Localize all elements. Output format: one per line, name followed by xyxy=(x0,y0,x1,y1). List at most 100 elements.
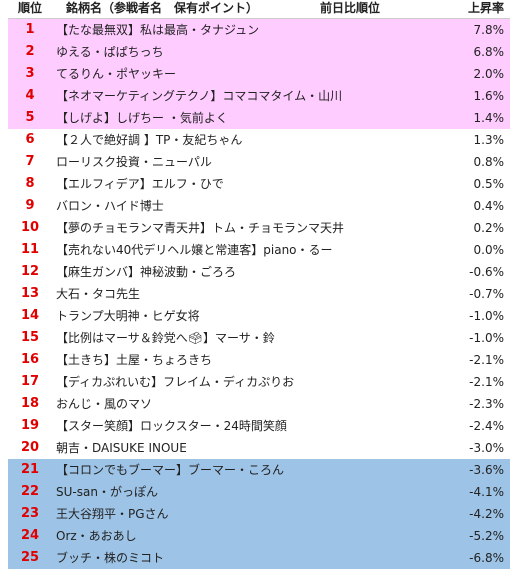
table-row: 18 おんじ・風のマソ -2.3% xyxy=(8,393,510,415)
stock-name: ゆえる・ぱぱちっち xyxy=(56,45,164,59)
rank: 10 xyxy=(20,220,40,235)
rank: 12 xyxy=(20,264,40,279)
stock-name: 大石・タコ先生 xyxy=(56,287,141,301)
rise-rate: 7.8% xyxy=(473,23,505,37)
header-cell: 銘柄名（参戦者名 保有ポイント） xyxy=(66,1,259,15)
stock-name: SU-san・がっぽん xyxy=(56,485,158,499)
rise-rate: 0.2% xyxy=(473,221,505,235)
stock-name: 王大谷翔平・PGさん xyxy=(56,507,169,521)
rank: 2 xyxy=(25,44,35,59)
table-row: 12 【麻生ガンバ】神秘波動・ごろろ -0.6% xyxy=(8,261,510,283)
table-row: 19 【スター笑顔】ロックスター・24時間笑顔 -2.4% xyxy=(8,415,510,437)
stock-name: ブッチ・株のミコト xyxy=(56,551,165,565)
rise-rate: -4.1% xyxy=(469,485,504,499)
table-row: 8 【エルフィデア】エルフ・ひで 0.5% xyxy=(8,173,510,195)
stock-name: 【２人で絶好調 】TP・友紀ちゃん xyxy=(56,133,243,147)
rise-rate: 1.6% xyxy=(473,89,505,103)
table-row: 3 てるりん・ポヤッキー 2.0% xyxy=(8,63,510,85)
table-row: 13 大石・タコ先生 -0.7% xyxy=(8,283,510,305)
header-cell: 前日比順位 xyxy=(320,1,381,15)
rise-rate: -2.4% xyxy=(469,419,504,433)
rank: 19 xyxy=(20,418,40,433)
table-row: 25 ブッチ・株のミコト -6.8% xyxy=(8,547,510,569)
rise-rate: -2.3% xyxy=(469,397,504,411)
table-row: 21 【コロンでもブーマー】ブーマー・ころん -3.6% xyxy=(8,459,510,481)
stock-name: 【ディカぷれいむ】フレイム・ディカぷりお xyxy=(56,375,295,389)
stock-name: てるりん・ポヤッキー xyxy=(56,67,177,81)
rank: 5 xyxy=(25,110,35,125)
rank: 14 xyxy=(20,308,40,323)
rank: 15 xyxy=(20,330,40,345)
table-row: 23 王大谷翔平・PGさん -4.2% xyxy=(8,503,510,525)
rise-rate: 0.5% xyxy=(473,177,505,191)
rise-rate: -2.1% xyxy=(469,375,504,389)
rank: 7 xyxy=(25,154,35,169)
table-row: 10 【夢のチョモランマ青天井】トム・チョモランマ天井 0.2% xyxy=(8,217,510,239)
table-row: 7 ローリスク投資・ニューパル 0.8% xyxy=(8,151,510,173)
table-row: 5 【しげよ】しげちー ・気前よく 1.4% xyxy=(8,107,510,129)
stock-name: 【麻生ガンバ】神秘波動・ごろろ xyxy=(56,265,237,279)
table-row: 17 【ディカぷれいむ】フレイム・ディカぷりお -2.1% xyxy=(8,371,510,393)
stock-name: 【夢のチョモランマ青天井】トム・チョモランマ天井 xyxy=(56,221,345,235)
stock-name: 【たな最無双】私は最高・タナジュン xyxy=(56,23,260,37)
rise-rate: -3.0% xyxy=(469,441,504,455)
rise-rate: -0.6% xyxy=(469,265,504,279)
rank: 22 xyxy=(20,484,40,499)
table-row: 14 トランプ大明神・ヒゲ女将 -1.0% xyxy=(8,305,510,327)
rank: 17 xyxy=(20,374,40,389)
rank: 13 xyxy=(20,286,40,301)
table-row: 4 【ネオマーケティングテクノ】コマコマタイム・山川 1.6% xyxy=(8,85,510,107)
rank: 25 xyxy=(20,550,40,565)
rise-rate: 0.8% xyxy=(473,155,505,169)
rank: 18 xyxy=(20,396,40,411)
rise-rate: 1.3% xyxy=(473,133,505,147)
rank: 4 xyxy=(25,88,35,103)
header-row: 順位 銘柄名（参戦者名 保有ポイント） 前日比順位 上昇率 xyxy=(8,0,510,19)
rise-rate: -1.0% xyxy=(469,309,504,323)
rise-rate: -1.0% xyxy=(469,331,504,345)
rise-rate: -4.2% xyxy=(469,507,504,521)
rank: 24 xyxy=(20,528,40,543)
rank: 20 xyxy=(20,440,40,455)
table-row: 9 バロン・ハイド博士 0.4% xyxy=(8,195,510,217)
stock-name: トランプ大明神・ヒゲ女将 xyxy=(56,309,200,323)
table-row: 2 ゆえる・ぱぱちっち 6.8% xyxy=(8,41,510,63)
rise-rate: 2.0% xyxy=(473,67,505,81)
stock-name: バロン・ハイド博士 xyxy=(56,199,164,213)
stock-name: 【ネオマーケティングテクノ】コマコマタイム・山川 xyxy=(56,89,343,103)
rank: 1 xyxy=(25,22,35,37)
rank: 23 xyxy=(20,506,40,521)
rise-rate: 0.4% xyxy=(473,199,505,213)
table-row: 6 【２人で絶好調 】TP・友紀ちゃん 1.3% xyxy=(8,129,510,151)
rank: 21 xyxy=(20,462,40,477)
table-row: 15 【比例はマーサ＆鈴党へ🗳】マーサ・鈴 -1.0% xyxy=(8,327,510,349)
rise-rate: 1.4% xyxy=(473,111,505,125)
header-cell: 順位 xyxy=(17,1,42,15)
stock-name: 【土きち】土屋・ちょろきち xyxy=(56,353,213,367)
rise-rate: 0.0% xyxy=(473,243,505,257)
rank: 16 xyxy=(20,352,40,367)
table-row: 24 Orz・あおあし -5.2% xyxy=(8,525,510,547)
ranking-table: 順位 銘柄名（参戦者名 保有ポイント） 前日比順位 上昇率 1 【たな最無双】私は… xyxy=(8,0,510,569)
stock-name: 【比例はマーサ＆鈴党へ🗳】マーサ・鈴 xyxy=(56,331,275,345)
stock-name: Orz・あおあし xyxy=(56,529,137,543)
stock-name: 【しげよ】しげちー ・気前よく xyxy=(56,111,228,125)
table-row: 16 【土きち】土屋・ちょろきち -2.1% xyxy=(8,349,510,371)
rank: 11 xyxy=(20,242,40,257)
stock-name: 【スター笑顔】ロックスター・24時間笑顔 xyxy=(56,419,287,433)
rise-rate: -3.6% xyxy=(469,463,504,477)
stock-name: 【エルフィデア】エルフ・ひで xyxy=(56,177,224,191)
rise-rate: -2.1% xyxy=(469,353,504,367)
rank: 8 xyxy=(25,176,35,191)
rise-rate: -0.7% xyxy=(469,287,504,301)
rise-rate: -5.2% xyxy=(469,529,504,543)
stock-name: おんじ・風のマソ xyxy=(56,397,153,411)
table-row: 20 朝吉・DAISUKE INOUE -3.0% xyxy=(8,437,510,459)
rise-rate: -6.8% xyxy=(469,551,504,565)
stock-name: 【コロンでもブーマー】ブーマー・ころん xyxy=(56,463,285,477)
header-cell: 上昇率 xyxy=(467,1,504,15)
table-row: 11 【売れない40代デリヘル嬢と常連客】piano・るー 0.0% xyxy=(8,239,510,261)
stock-name: 朝吉・DAISUKE INOUE xyxy=(56,441,187,455)
table-row: 1 【たな最無双】私は最高・タナジュン 7.8% xyxy=(8,19,510,41)
